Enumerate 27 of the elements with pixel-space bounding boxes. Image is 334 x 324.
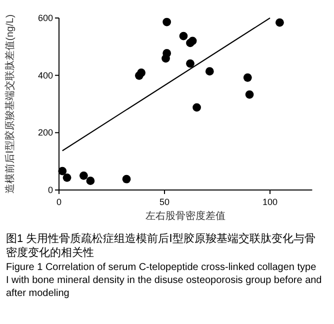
point	[205, 67, 214, 76]
point	[86, 176, 95, 186]
point	[162, 18, 172, 26]
y-axis-title: 造模前后Ⅰ型胶原羧基端交联肽差值(ng/L)	[4, 14, 16, 194]
point	[62, 173, 72, 182]
y-tick-label: 200	[38, 128, 53, 138]
y-tick-label: 0	[48, 185, 53, 195]
y-tick-label: 600	[38, 13, 53, 23]
point	[186, 59, 194, 68]
caption: 图1 失用性骨质疏松症组造模前后Ⅰ型胶原羧基端交联肽变化与骨密度变化的相关性	[6, 232, 316, 259]
x-tick-label: 50	[159, 197, 170, 207]
point	[179, 32, 188, 40]
point	[79, 171, 88, 180]
point	[243, 73, 252, 82]
caption: Figure 1 Correlation of serum C-telopeptide cross-linked collagen type I with bone mineral density in the disuse osteoporosis group before and after modeling	[6, 262, 322, 299]
point	[192, 103, 201, 112]
point	[137, 68, 146, 77]
point	[58, 166, 67, 176]
y-tick-label: 400	[38, 70, 53, 80]
point	[276, 18, 284, 27]
x-tick-label: 100	[262, 197, 278, 207]
x-axis-title: 左右股骨密度差值	[146, 210, 226, 222]
x-tick-label: 0	[56, 197, 62, 207]
point	[188, 36, 197, 46]
point	[162, 49, 172, 58]
point	[245, 90, 254, 99]
point	[122, 174, 131, 184]
